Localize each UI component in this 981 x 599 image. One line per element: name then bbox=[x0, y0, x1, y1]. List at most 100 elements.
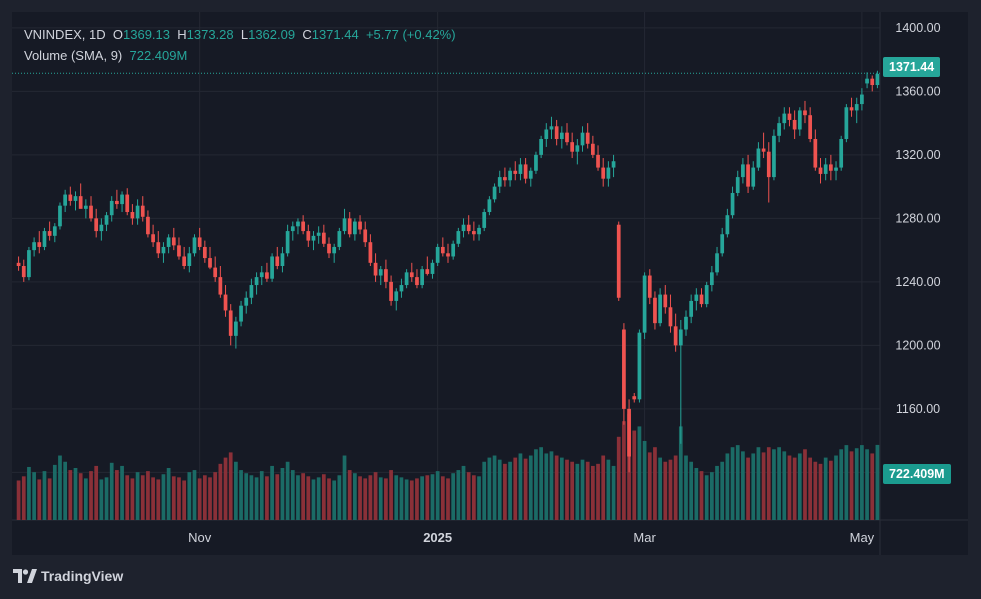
volume-bar bbox=[337, 475, 342, 520]
candle-body bbox=[544, 129, 549, 139]
volume-bar bbox=[549, 451, 554, 520]
tradingview-logo[interactable]: TradingView bbox=[13, 568, 123, 584]
candle-body bbox=[368, 242, 373, 263]
candle-body bbox=[446, 253, 450, 257]
candle-body bbox=[373, 262, 378, 276]
candle-body bbox=[590, 143, 595, 155]
volume-bar bbox=[301, 473, 306, 520]
volume-bar bbox=[596, 463, 600, 520]
candle-body bbox=[466, 224, 471, 232]
candle-body bbox=[202, 246, 207, 259]
candle-body bbox=[865, 78, 869, 84]
volume-bar bbox=[378, 477, 383, 520]
volume-bar bbox=[394, 475, 399, 520]
candle-body bbox=[151, 234, 155, 243]
volume-bar bbox=[290, 470, 295, 520]
volume-bar bbox=[808, 457, 813, 520]
volume-bar bbox=[875, 444, 880, 520]
candle-body bbox=[135, 205, 140, 219]
candle-body bbox=[487, 199, 492, 213]
y-tick-label: 1400.00 bbox=[895, 21, 940, 35]
candle-body bbox=[192, 237, 197, 254]
volume-bar bbox=[47, 478, 52, 520]
volume-bar bbox=[725, 453, 730, 520]
volume-bar bbox=[440, 476, 445, 520]
open-key: O bbox=[112, 27, 123, 42]
candle-body bbox=[244, 297, 249, 306]
candle-body bbox=[663, 294, 668, 308]
volume-bar bbox=[187, 472, 192, 520]
volume-bar bbox=[37, 479, 42, 520]
volume-bar bbox=[409, 480, 414, 520]
volume-bar bbox=[477, 476, 481, 520]
volume-bar bbox=[83, 478, 88, 520]
volume-bar bbox=[202, 475, 207, 520]
volume-bar bbox=[797, 453, 802, 520]
volume-bar bbox=[161, 474, 166, 520]
candle-body bbox=[275, 256, 280, 266]
candle-body bbox=[756, 148, 761, 168]
y-tick-label: 1160.00 bbox=[896, 402, 940, 416]
candle-body bbox=[735, 177, 740, 193]
volume-bar bbox=[94, 465, 99, 520]
volume-bar bbox=[275, 474, 280, 520]
symbol-label[interactable]: VNINDEX, 1D bbox=[24, 27, 106, 42]
volume-bar bbox=[16, 480, 21, 520]
volume-bar bbox=[285, 461, 290, 520]
tradingview-brand-text: TradingView bbox=[41, 568, 124, 584]
volume-bar bbox=[575, 463, 580, 520]
volume-bar bbox=[813, 461, 818, 520]
volume-bar bbox=[554, 455, 559, 520]
volume-bar bbox=[399, 477, 404, 520]
volume-bar bbox=[52, 464, 57, 520]
candle-body bbox=[792, 119, 797, 130]
candle-body bbox=[254, 277, 259, 286]
candle-body bbox=[787, 113, 792, 120]
volume-bar bbox=[684, 455, 688, 520]
candle-body bbox=[435, 246, 440, 263]
candle-body bbox=[378, 269, 383, 276]
volume-bar bbox=[803, 449, 807, 520]
volume-bar bbox=[513, 457, 518, 520]
volume-bar bbox=[265, 476, 269, 520]
volume-bar bbox=[166, 468, 171, 520]
volume-bar bbox=[384, 478, 388, 520]
volume-bar bbox=[534, 449, 538, 520]
x-tick-label: 2025 bbox=[423, 530, 452, 545]
candle-body bbox=[730, 192, 735, 216]
volume-bar bbox=[570, 461, 575, 520]
volume-bar bbox=[353, 473, 357, 520]
volume-bar bbox=[135, 472, 140, 520]
candlestick-chart[interactable]: 1120.001160.001200.001240.001280.001320.… bbox=[12, 12, 968, 555]
volume-bar bbox=[68, 470, 73, 520]
volume-bar bbox=[234, 461, 238, 520]
candle-body bbox=[709, 272, 714, 286]
candle-body bbox=[461, 224, 466, 232]
change-value: +5.77 (+0.42%) bbox=[365, 27, 456, 42]
candle-body bbox=[430, 262, 435, 274]
volume-bar bbox=[823, 457, 828, 520]
candle-body bbox=[265, 272, 269, 279]
candle-body bbox=[746, 164, 750, 187]
volume-label[interactable]: Volume (SMA, 9) bbox=[24, 48, 123, 63]
volume-bar bbox=[456, 470, 461, 520]
candle-body bbox=[497, 177, 502, 187]
volume-bar bbox=[177, 477, 181, 520]
volume-bar bbox=[720, 461, 725, 520]
candle-body bbox=[83, 205, 88, 209]
volume-bar bbox=[865, 449, 869, 520]
candle-body bbox=[694, 294, 699, 301]
candle-body bbox=[699, 294, 704, 305]
candle-body bbox=[311, 235, 316, 241]
close-key: C bbox=[302, 27, 312, 42]
candle-body bbox=[27, 250, 31, 278]
candle-body bbox=[813, 139, 818, 168]
candle-body bbox=[63, 194, 68, 206]
candle-body bbox=[73, 196, 78, 201]
candle-body bbox=[834, 167, 838, 171]
candle-body bbox=[182, 256, 187, 266]
low-key: L bbox=[240, 27, 249, 42]
volume-bar bbox=[482, 461, 487, 520]
candle-body bbox=[596, 154, 600, 168]
volume-bar bbox=[487, 457, 492, 520]
